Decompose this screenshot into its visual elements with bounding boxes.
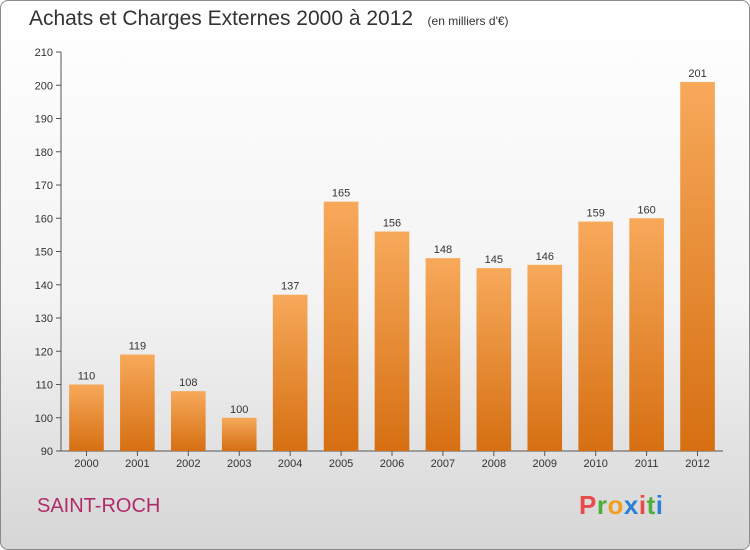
y-tick-label: 130 (35, 313, 53, 325)
logo-letter: o (607, 490, 624, 520)
data-label: 119 (129, 341, 147, 353)
data-label: 201 (688, 68, 706, 80)
logo-letter: i (655, 490, 664, 520)
y-tick-label: 140 (35, 280, 53, 292)
logo-letter: t (646, 490, 656, 520)
data-label: 110 (78, 371, 96, 383)
data-label: 148 (434, 244, 452, 256)
proxiti-logo: Proxiti (579, 490, 663, 521)
bar-2004 (272, 294, 308, 451)
x-tick-label: 2011 (635, 458, 659, 470)
y-tick-label: 120 (35, 346, 53, 358)
x-tick-label: 2003 (227, 458, 251, 470)
chart-title: Achats et Charges Externes 2000 à 2012 (29, 7, 414, 30)
data-label: 100 (230, 404, 248, 416)
bar-2007 (425, 258, 461, 451)
x-tick-label: 2012 (685, 458, 709, 470)
bar-2000 (69, 384, 104, 451)
x-tick-label: 2008 (482, 458, 506, 470)
bar-2003 (221, 417, 257, 451)
logo-letter: r (596, 490, 608, 520)
y-tick-label: 160 (35, 213, 53, 225)
location-name: SAINT-ROCH (37, 495, 161, 517)
data-label: 137 (281, 281, 299, 293)
x-tick-label: 2010 (583, 458, 607, 470)
data-label: 146 (536, 251, 554, 263)
x-tick-label: 2007 (431, 458, 455, 470)
data-label: 165 (332, 188, 350, 200)
y-tick-label: 190 (35, 114, 53, 126)
data-label: 160 (637, 204, 655, 216)
y-tick-label: 200 (35, 80, 53, 92)
bar-2006 (374, 231, 410, 451)
logo-letter: x (623, 490, 639, 520)
y-tick-label: 210 (35, 47, 53, 59)
x-tick-label: 2000 (74, 458, 98, 470)
bar-2001 (120, 354, 155, 451)
bar-2008 (476, 268, 512, 451)
bar-2002 (170, 391, 206, 451)
x-tick-label: 2004 (278, 458, 302, 470)
y-tick-label: 90 (41, 446, 53, 458)
bar-2011 (629, 218, 664, 451)
y-tick-label: 170 (35, 180, 53, 192)
y-tick-label: 150 (35, 247, 53, 259)
logo-letter: i (638, 490, 647, 520)
chart-header: Achats et Charges Externes 2000 à 2012 (… (29, 7, 509, 31)
x-tick-label: 2002 (176, 458, 200, 470)
x-tick-label: 2006 (380, 458, 404, 470)
y-tick-label: 110 (35, 380, 53, 392)
bar-2005 (323, 201, 359, 451)
x-tick-label: 2009 (533, 458, 557, 470)
logo-letter: P (579, 490, 597, 520)
x-tick-label: 2005 (329, 458, 353, 470)
data-label: 108 (179, 377, 197, 389)
data-label: 156 (383, 218, 401, 230)
y-tick-label: 180 (35, 147, 53, 159)
data-label: 159 (587, 208, 605, 220)
y-tick-label: 100 (35, 413, 53, 425)
bar-2009 (527, 264, 563, 451)
data-label: 145 (485, 254, 503, 266)
x-tick-label: 2001 (125, 458, 149, 470)
chart-subtitle: (en milliers d'€) (427, 14, 509, 28)
bar-2012 (680, 81, 715, 452)
bar-2010 (578, 221, 614, 451)
